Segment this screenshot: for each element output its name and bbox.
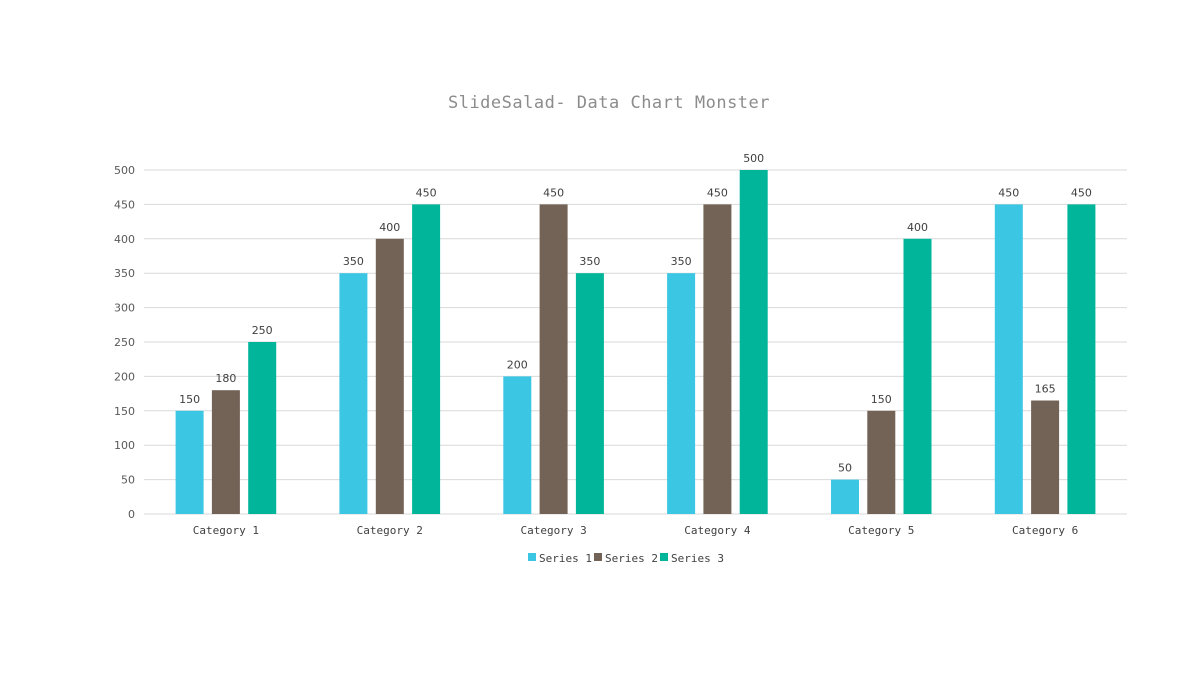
data-label: 350 bbox=[343, 255, 364, 268]
bar-2-4 bbox=[703, 204, 732, 514]
data-label: 350 bbox=[671, 255, 692, 268]
bar-1-6 bbox=[994, 204, 1023, 514]
y-tick-label: 450 bbox=[114, 198, 135, 211]
y-tick-label: 500 bbox=[114, 164, 135, 177]
data-label: 150 bbox=[871, 393, 892, 406]
x-axis-categories: Category 1 Category 2 Category 3 Category 4… bbox=[193, 524, 1078, 537]
bar-1-2 bbox=[339, 273, 368, 514]
bar-1-5 bbox=[831, 479, 859, 514]
data-label: 450 bbox=[543, 186, 564, 199]
legend-swatch-3 bbox=[660, 553, 668, 561]
bar-3-2 bbox=[412, 204, 441, 514]
bar-2-1 bbox=[211, 390, 240, 514]
bar-2-6 bbox=[1031, 400, 1060, 514]
bar-2-2 bbox=[375, 238, 404, 515]
data-label: 450 bbox=[1071, 186, 1092, 199]
data-label: 400 bbox=[907, 221, 928, 234]
legend-label: Series 2 bbox=[605, 552, 658, 565]
y-tick-label: 350 bbox=[114, 267, 135, 280]
legend-swatch-1 bbox=[528, 553, 536, 561]
gridlines bbox=[144, 169, 1127, 515]
data-label: 450 bbox=[416, 186, 437, 199]
data-label: 150 bbox=[179, 393, 200, 406]
category-label: Category 2 bbox=[357, 524, 423, 537]
bar-3-6 bbox=[1067, 204, 1096, 514]
y-tick-label: 0 bbox=[128, 508, 135, 521]
y-tick-label: 400 bbox=[114, 233, 135, 246]
data-label: 450 bbox=[998, 186, 1019, 199]
bar-3-3 bbox=[575, 273, 604, 514]
data-labels: 150 180 250 350 400 450 200 450 350 350 450 500 50 15… bbox=[179, 152, 1092, 475]
bar-1-1 bbox=[175, 410, 204, 514]
category-label: Category 5 bbox=[848, 524, 914, 537]
data-label: 500 bbox=[743, 152, 764, 165]
legend: Series 1 Series 2 Series 3 bbox=[528, 552, 724, 565]
legend-label: Series 3 bbox=[671, 552, 724, 565]
data-label: 165 bbox=[1035, 383, 1056, 396]
category-label: Category 3 bbox=[520, 524, 586, 537]
legend-label: Series 1 bbox=[539, 552, 592, 565]
category-label: Category 1 bbox=[193, 524, 259, 537]
bars bbox=[175, 170, 1096, 515]
y-tick-label: 300 bbox=[114, 302, 135, 315]
category-label: Category 4 bbox=[684, 524, 751, 537]
bar-2-5 bbox=[867, 410, 896, 514]
bar-1-3 bbox=[503, 376, 532, 514]
data-label: 350 bbox=[579, 255, 600, 268]
chart-title: SlideSalad- Data Chart Monster bbox=[448, 93, 770, 113]
bar-2-3 bbox=[539, 204, 568, 514]
y-tick-label: 100 bbox=[114, 439, 135, 452]
data-label: 50 bbox=[838, 462, 852, 475]
y-axis-ticks: 0 50 100 150 200 250 300 350 400 450 500 bbox=[114, 164, 135, 521]
y-tick-label: 50 bbox=[121, 474, 135, 487]
data-label: 250 bbox=[252, 324, 273, 337]
bar-1-4 bbox=[667, 273, 696, 514]
bar-3-5 bbox=[903, 238, 932, 515]
y-tick-label: 200 bbox=[114, 370, 135, 383]
y-tick-label: 250 bbox=[114, 336, 135, 349]
data-label: 400 bbox=[379, 221, 400, 234]
bar-3-1 bbox=[248, 342, 277, 514]
data-label: 200 bbox=[507, 358, 528, 371]
y-tick-label: 150 bbox=[114, 405, 135, 418]
legend-swatch-2 bbox=[594, 553, 602, 561]
category-label: Category 6 bbox=[1012, 524, 1078, 537]
data-label: 180 bbox=[215, 372, 236, 385]
bar-3-4 bbox=[739, 170, 768, 514]
data-label: 450 bbox=[707, 186, 728, 199]
